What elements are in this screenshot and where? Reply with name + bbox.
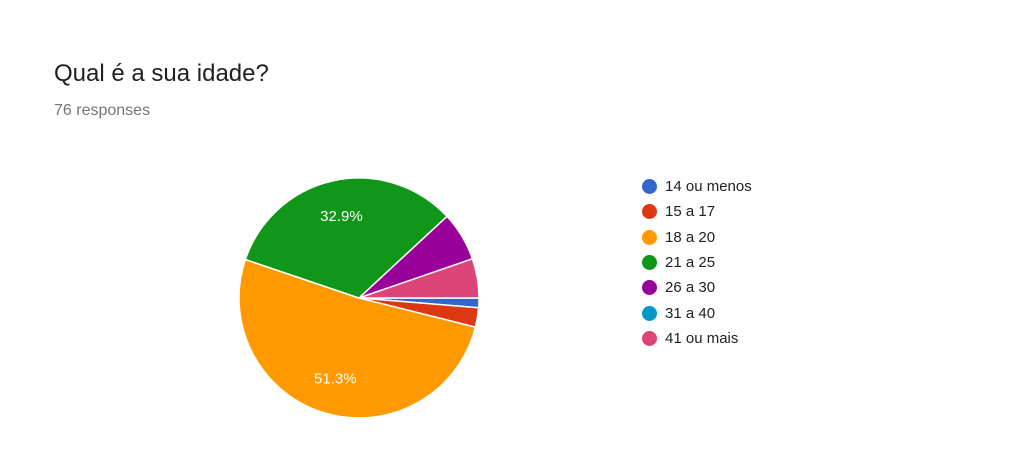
legend-item-26-a-30[interactable]: 26 a 30 [642, 275, 752, 300]
pie-labels: 51.3% 32.9% [314, 208, 363, 388]
pie-slices [238, 177, 480, 419]
legend-item-21-a-25[interactable]: 21 a 25 [642, 250, 752, 275]
legend-item-31-a-40[interactable]: 31 a 40 [642, 300, 752, 325]
legend-item-15-a-17[interactable]: 15 a 17 [642, 199, 752, 224]
pie-slice-41-ou-mais[interactable] [358, 257, 480, 299]
legend-swatch-icon [642, 179, 657, 195]
legend-swatch-icon [642, 255, 657, 271]
question-title: Qual é a sua idade? [54, 60, 269, 87]
legend-swatch-icon [642, 280, 657, 296]
legend-item-18-a-20[interactable]: 18 a 20 [642, 225, 752, 250]
response-count: 76 responses [54, 102, 151, 119]
legend-label: 26 a 30 [665, 279, 716, 297]
pie-slice-21-a-25[interactable] [244, 177, 449, 299]
pie-slice-label-18-a-20: 51.3% [314, 371, 357, 388]
chart-legend: 14 ou menos 15 a 17 18 a 20 21 a 25 26 a 30 3… [642, 174, 752, 351]
pie-slice-label-21-a-25: 32.9% [320, 208, 363, 225]
pie-slice-18-a-20[interactable] [238, 258, 477, 419]
legend-label: 31 a 40 [665, 304, 716, 322]
legend-item-14-ou-menos[interactable]: 14 ou menos [642, 174, 752, 199]
legend-label: 15 a 17 [665, 203, 716, 221]
legend-swatch-icon [642, 204, 657, 220]
legend-swatch-icon [642, 229, 657, 245]
legend-label: 41 ou mais [665, 329, 739, 347]
legend-label: 14 ou menos [665, 178, 752, 196]
legend-swatch-icon [642, 305, 657, 321]
legend-label: 21 a 25 [665, 254, 716, 272]
legend-label: 18 a 20 [665, 228, 716, 246]
legend-swatch-icon [642, 330, 657, 346]
legend-item-41-ou-mais[interactable]: 41 ou mais [642, 326, 752, 351]
